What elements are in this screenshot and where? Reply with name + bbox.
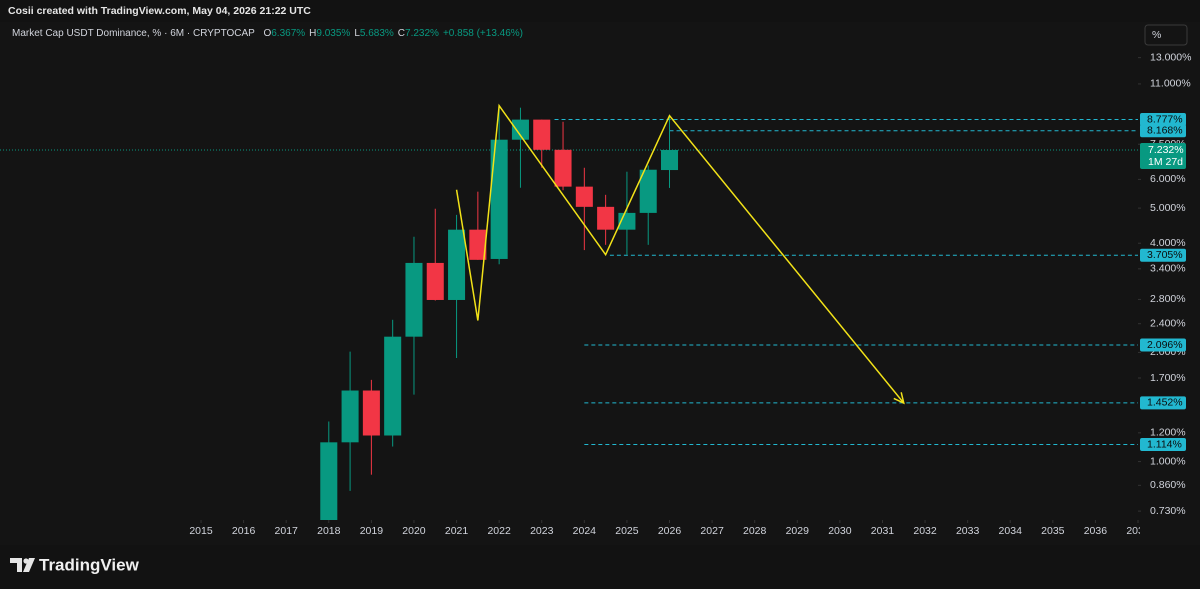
countdown: 1M 27d bbox=[1148, 156, 1183, 168]
y-tick-label: 2.800% bbox=[1150, 293, 1186, 305]
candle-body bbox=[426, 262, 444, 300]
x-tick-label: 2017 bbox=[275, 525, 299, 537]
y-tick-label: 5.000% bbox=[1150, 202, 1186, 214]
y-tick-label: 0.730% bbox=[1150, 505, 1186, 517]
candle-body bbox=[554, 149, 572, 187]
plot-area bbox=[0, 103, 1138, 520]
y-tick-label: 11.000% bbox=[1150, 78, 1191, 90]
logo-icon bbox=[23, 558, 35, 572]
last-price-badge bbox=[1140, 142, 1186, 169]
y-tick-label: 2.400% bbox=[1150, 317, 1186, 329]
x-tick-label: 2026 bbox=[658, 525, 682, 537]
legend-key: C bbox=[398, 28, 405, 39]
brand-logo: TradingView bbox=[10, 555, 140, 574]
x-tick-label: 2033 bbox=[956, 525, 980, 537]
last-price-label: 7.232% bbox=[1148, 144, 1184, 156]
scale-button-label[interactable]: % bbox=[1152, 29, 1161, 41]
arrow-head bbox=[893, 392, 905, 405]
x-tick-label: 2015 bbox=[189, 525, 213, 537]
x-tick-label: 2023 bbox=[530, 525, 554, 537]
legend-value: 5.683% bbox=[360, 28, 394, 39]
x-tick-label: 2021 bbox=[445, 525, 469, 537]
chart-header: Market Cap USDT Dominance, % · 6M · CRYP… bbox=[12, 28, 523, 39]
legend-value: 6.367% bbox=[271, 28, 305, 39]
level-label: 3.705% bbox=[1147, 249, 1183, 261]
candle-body bbox=[597, 206, 615, 230]
x-tick-label: 2024 bbox=[573, 525, 597, 537]
candle-body bbox=[490, 139, 508, 259]
chart-pane bbox=[0, 22, 1200, 545]
attribution: Cosii created with TradingView.com, May … bbox=[8, 5, 311, 17]
x-axis: 2015 2016 2017 2018 2019 2020 2021 2022 2023 2024… bbox=[189, 520, 1150, 537]
x-tick-label: 2027 bbox=[700, 525, 724, 537]
x-tick-label: 2037 bbox=[1126, 525, 1150, 537]
level-badge bbox=[1140, 438, 1186, 452]
y-tick-label: 1.000% bbox=[1150, 455, 1186, 467]
brand-name: TradingView bbox=[39, 555, 140, 574]
x-tick-label: 2030 bbox=[828, 525, 852, 537]
candle-body bbox=[448, 229, 466, 300]
x-tick-label: 2025 bbox=[615, 525, 639, 537]
logo-icon bbox=[10, 558, 22, 572]
y-tick-label: 0.860% bbox=[1150, 479, 1186, 491]
x-tick-label: 2034 bbox=[999, 525, 1023, 537]
candle-body bbox=[341, 390, 359, 443]
candle-body bbox=[511, 119, 529, 140]
x-tick-label: 2031 bbox=[871, 525, 895, 537]
x-tick-label: 2032 bbox=[913, 525, 937, 537]
x-tick-label: 2016 bbox=[232, 525, 256, 537]
legend-value: 9.035% bbox=[316, 28, 350, 39]
level-label: 8.777% bbox=[1147, 113, 1183, 125]
x-tick-label: 2035 bbox=[1041, 525, 1065, 537]
level-label: 1.114% bbox=[1147, 438, 1182, 450]
candle-body bbox=[320, 442, 338, 520]
candle-body bbox=[575, 186, 593, 207]
level-label: 2.096% bbox=[1147, 339, 1183, 351]
legend-value: 7.232% bbox=[405, 28, 439, 39]
y-tick-label: 1.700% bbox=[1150, 372, 1186, 384]
legend-key: H bbox=[309, 28, 316, 39]
level-badge bbox=[1140, 338, 1186, 352]
y-tick-label: 3.400% bbox=[1150, 263, 1186, 275]
scale-button[interactable] bbox=[1144, 24, 1188, 46]
legend-key: L bbox=[354, 28, 360, 39]
level-label: 1.452% bbox=[1147, 397, 1183, 409]
y-tick-label: 4.000% bbox=[1150, 237, 1186, 249]
level-badge bbox=[1140, 112, 1186, 126]
candle-body bbox=[362, 390, 380, 436]
y-axis: 13.000%11.000%7.500%6.000%5.000%4.000%3.… bbox=[1138, 51, 1191, 517]
candle-body bbox=[405, 262, 423, 337]
candle-body bbox=[469, 229, 487, 260]
x-tick-label: 2019 bbox=[360, 525, 384, 537]
x-tick-label: 2028 bbox=[743, 525, 767, 537]
legend-change: +0.858 (+13.46%) bbox=[443, 28, 523, 39]
x-tick-label: 2029 bbox=[786, 525, 810, 537]
y-tick-label: 13.000% bbox=[1150, 51, 1191, 63]
level-badge bbox=[1140, 396, 1186, 410]
legend-key: O bbox=[263, 28, 271, 39]
trend-drawing bbox=[455, 103, 905, 404]
level-badge bbox=[1140, 124, 1186, 138]
y-tick-label: 6.000% bbox=[1150, 173, 1186, 185]
candle-body bbox=[384, 336, 402, 436]
x-tick-label: 2018 bbox=[317, 525, 341, 537]
x-tick-label: 2036 bbox=[1084, 525, 1108, 537]
chart-title: Market Cap USDT Dominance, % · 6M · CRYP… bbox=[12, 28, 255, 39]
y-tick-label: 1.200% bbox=[1150, 427, 1186, 439]
candle-body bbox=[533, 119, 551, 150]
candle-body bbox=[660, 149, 679, 171]
candle-body bbox=[639, 169, 657, 213]
x-tick-label: 2022 bbox=[487, 525, 511, 537]
level-badge bbox=[1140, 248, 1186, 262]
x-tick-label: 2020 bbox=[402, 525, 426, 537]
level-label: 8.168% bbox=[1147, 125, 1183, 137]
